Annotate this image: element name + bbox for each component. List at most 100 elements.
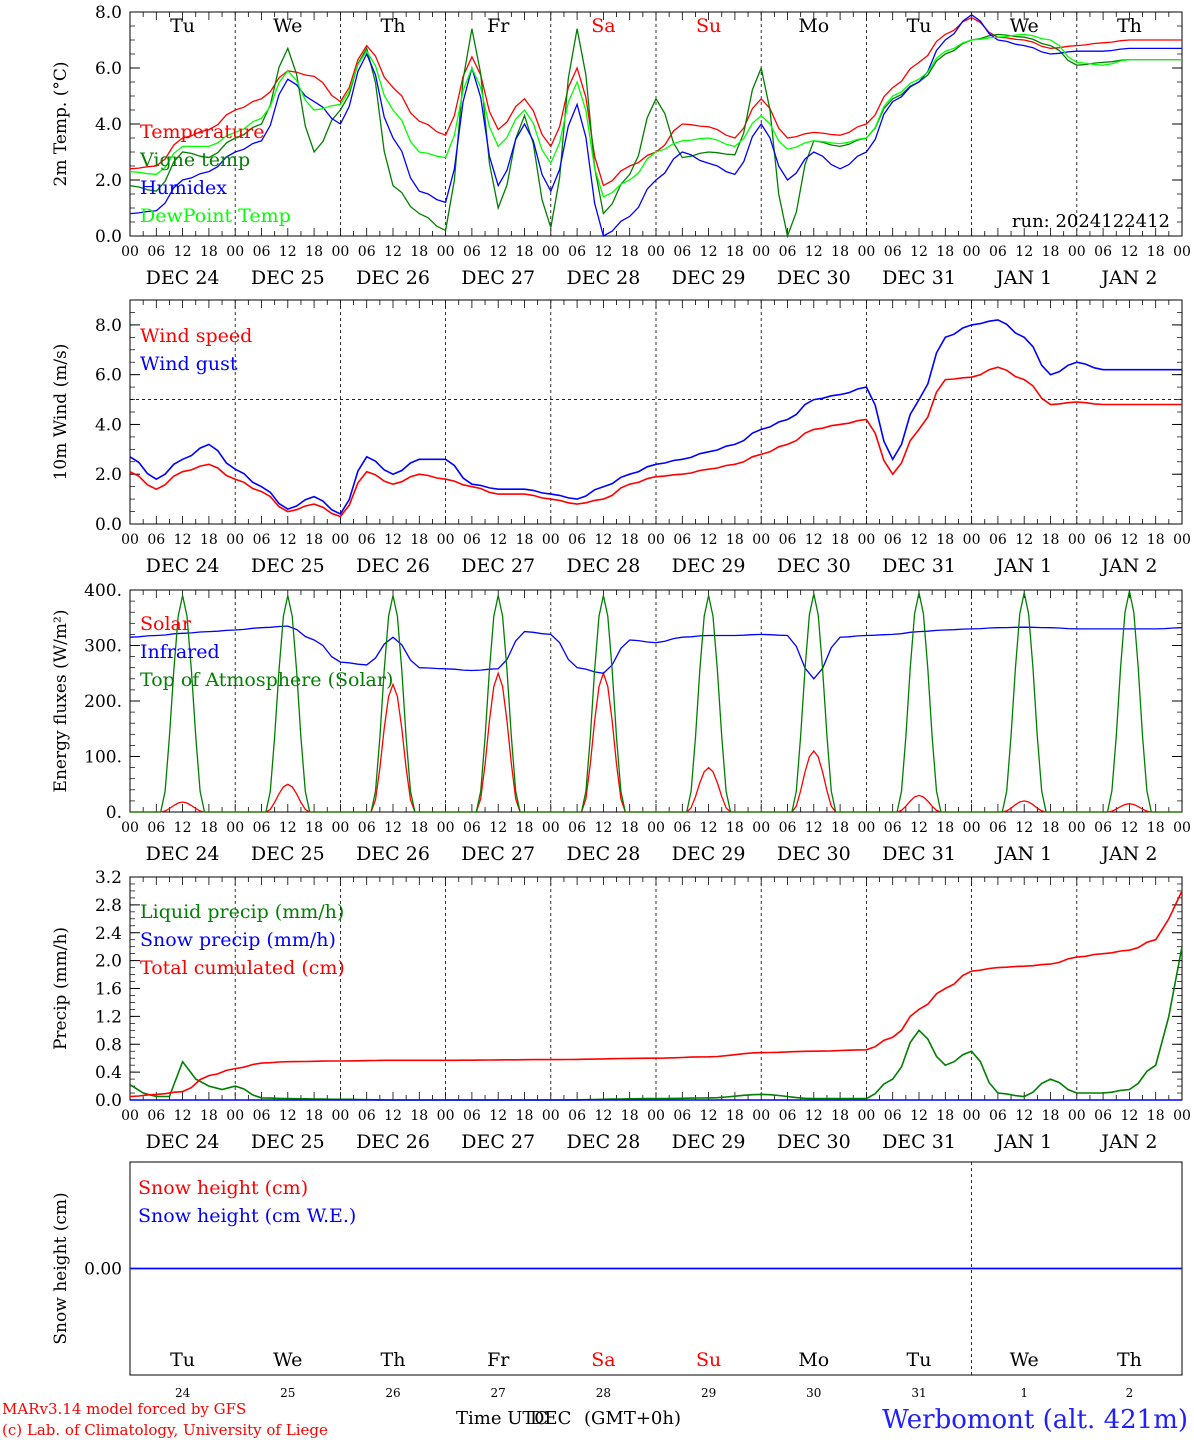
x-hour-label: 12 <box>805 244 823 260</box>
x-date-label: DEC 25 <box>251 1131 325 1153</box>
x-hour-label: 00 <box>857 820 875 836</box>
x-hour-label: 18 <box>831 1108 849 1124</box>
x-hour-label: 00 <box>226 820 244 836</box>
x-hour-label: 12 <box>1120 532 1138 548</box>
x-hour-label: 06 <box>673 532 691 548</box>
x-hour-label: 18 <box>621 532 639 548</box>
x-hour-label: 00 <box>226 532 244 548</box>
weekday-label: Tu <box>170 15 195 37</box>
x-date-label: DEC 25 <box>251 555 325 577</box>
station-name: Werbomont (alt. 421m) <box>882 1405 1188 1435</box>
x-hour-label: 00 <box>963 820 981 836</box>
legend-entry: Snow height (cm) <box>138 1177 308 1199</box>
legend-entry: Total cumulated (cm) <box>140 957 345 979</box>
legend-entry: Solar <box>140 613 192 635</box>
x-hour-label: 18 <box>410 532 428 548</box>
x-hour-label: 12 <box>279 532 297 548</box>
y-axis-label: Energy fluxes (W/m²) <box>51 610 71 793</box>
y-tick-label: 8.0 <box>95 3 122 23</box>
legend-entry: Infrared <box>140 641 220 663</box>
x-hour-label: 06 <box>1094 532 1112 548</box>
x-date-label: DEC 27 <box>461 555 535 577</box>
weekday-label: Th <box>381 1349 406 1371</box>
weekday-label: We <box>273 15 302 37</box>
x-hour-label: 12 <box>489 1108 507 1124</box>
y-tick-label: 0.8 <box>95 1035 122 1055</box>
x-date-label: DEC 28 <box>566 555 640 577</box>
y-tick-label: 4.0 <box>95 415 122 435</box>
x-hour-label: 18 <box>1042 1108 1060 1124</box>
x-hour-label: 06 <box>673 244 691 260</box>
y-tick-label: 1.2 <box>95 1007 122 1027</box>
x-hour-label: 06 <box>779 244 797 260</box>
legend-entry: Wind gust <box>140 353 238 375</box>
weekday-label: Sa <box>591 1349 615 1371</box>
x-hour-label: 18 <box>200 1108 218 1124</box>
y-axis-label: Precip (mm/h) <box>51 927 71 1050</box>
x-hour-label: 18 <box>936 532 954 548</box>
x-hour-label: 06 <box>147 244 165 260</box>
x-hour-label: 06 <box>358 244 376 260</box>
x-hour-label: 00 <box>1173 820 1191 836</box>
x-hour-label: 12 <box>1120 1108 1138 1124</box>
x-hour-label: 12 <box>910 532 928 548</box>
x-hour-label: 00 <box>1173 244 1191 260</box>
x-hour-label: 06 <box>989 244 1007 260</box>
x-hour-label: 12 <box>1015 820 1033 836</box>
x-hour-label: 12 <box>279 244 297 260</box>
x-hour-label: 00 <box>857 532 875 548</box>
panel-3: 0. 100. 200. 300. 400. Energy fluxes (W/m²) 00… <box>51 581 1191 865</box>
x-hour-label: 18 <box>1042 820 1060 836</box>
x-hour-label: 18 <box>726 820 744 836</box>
time-axis-month: DEC <box>530 1408 571 1429</box>
x-hour-label: 18 <box>410 244 428 260</box>
y-tick-label: 2.4 <box>95 924 122 944</box>
x-date-label: JAN 1 <box>994 1131 1052 1153</box>
y-tick-label: 0.00 <box>84 1260 122 1280</box>
x-hour-label: 12 <box>910 244 928 260</box>
y-tick-label: 2.0 <box>95 171 122 191</box>
weekday-label: Fr <box>487 1349 510 1371</box>
y-tick-label: 300. <box>84 637 122 657</box>
x-hour-label: 06 <box>673 1108 691 1124</box>
x-hour-label: 06 <box>1094 820 1112 836</box>
x-date-label: DEC 24 <box>146 1131 220 1153</box>
y-tick-label: 6.0 <box>95 59 122 79</box>
x-hour-label: 06 <box>147 532 165 548</box>
x-hour-label: 00 <box>1173 1108 1191 1124</box>
day-number-label: 1 <box>1020 1386 1028 1400</box>
x-hour-label: 18 <box>516 1108 534 1124</box>
weekday-label: Su <box>696 1349 721 1371</box>
x-hour-label: 06 <box>884 244 902 260</box>
x-date-label: DEC 29 <box>672 843 746 865</box>
x-hour-label: 00 <box>752 820 770 836</box>
y-axis-label: Snow height (cm) <box>51 1192 71 1344</box>
x-hour-label: 12 <box>910 1108 928 1124</box>
x-date-label: JAN 1 <box>994 267 1052 289</box>
weekday-label: Su <box>696 15 721 37</box>
x-hour-label: 00 <box>331 244 349 260</box>
weekday-label: Sa <box>591 15 615 37</box>
x-date-label: DEC 29 <box>672 555 746 577</box>
x-date-label: DEC 30 <box>777 555 851 577</box>
x-hour-label: 18 <box>1042 244 1060 260</box>
weekday-label: Th <box>1117 1349 1142 1371</box>
x-hour-label: 06 <box>568 244 586 260</box>
weekday-label: Fr <box>487 15 510 37</box>
x-hour-label: 18 <box>936 1108 954 1124</box>
x-date-label: DEC 29 <box>672 1131 746 1153</box>
x-hour-label: 06 <box>463 532 481 548</box>
x-hour-label: 00 <box>857 244 875 260</box>
legend-entry: Top of Atmosphere (Solar) <box>140 669 393 691</box>
x-hour-label: 18 <box>305 244 323 260</box>
x-hour-label: 00 <box>963 532 981 548</box>
x-hour-label: 00 <box>1068 244 1086 260</box>
weekday-labels-bottom: Tu We Th Fr Sa Su Mo Tu We Th 24 25 26 27 28 29 30 31 1 2 <box>170 1349 1142 1400</box>
x-hour-label: 18 <box>410 1108 428 1124</box>
x-hour-label: 00 <box>121 820 139 836</box>
x-date-label: DEC 30 <box>777 843 851 865</box>
x-hour-label: 12 <box>1015 244 1033 260</box>
x-date-label: DEC 30 <box>777 1131 851 1153</box>
x-hour-label: 00 <box>121 532 139 548</box>
x-hour-label: 18 <box>1042 532 1060 548</box>
